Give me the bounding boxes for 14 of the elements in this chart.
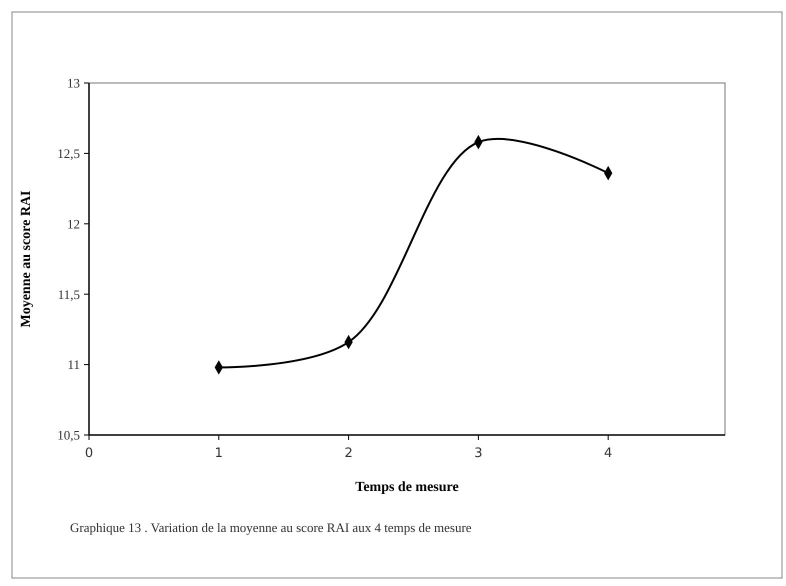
x-tick-label: 3 — [474, 446, 483, 461]
x-tick-label: 0 — [84, 446, 94, 461]
text: Graphique 13 . Variation de la moyenne au score RAI aux 4 temps de mesure — [70, 520, 472, 535]
y-tick-label: 12 — [67, 216, 80, 232]
x-axis-title: Temps de mesure — [355, 480, 459, 495]
y-tick-label: 13 — [67, 76, 80, 91]
x-tick-label: 1 — [214, 446, 223, 461]
y-tick-label: 10,5 — [57, 428, 80, 443]
y-tick-label: 12,5 — [57, 146, 80, 161]
x-tick-label: 4 — [604, 446, 612, 461]
y-axis-title: Moyenne au score RAI — [19, 190, 34, 328]
y-tick-label: 11,5 — [58, 286, 80, 302]
y-tick-label: 11 — [67, 357, 80, 372]
x-tick-label: 2 — [344, 446, 353, 461]
